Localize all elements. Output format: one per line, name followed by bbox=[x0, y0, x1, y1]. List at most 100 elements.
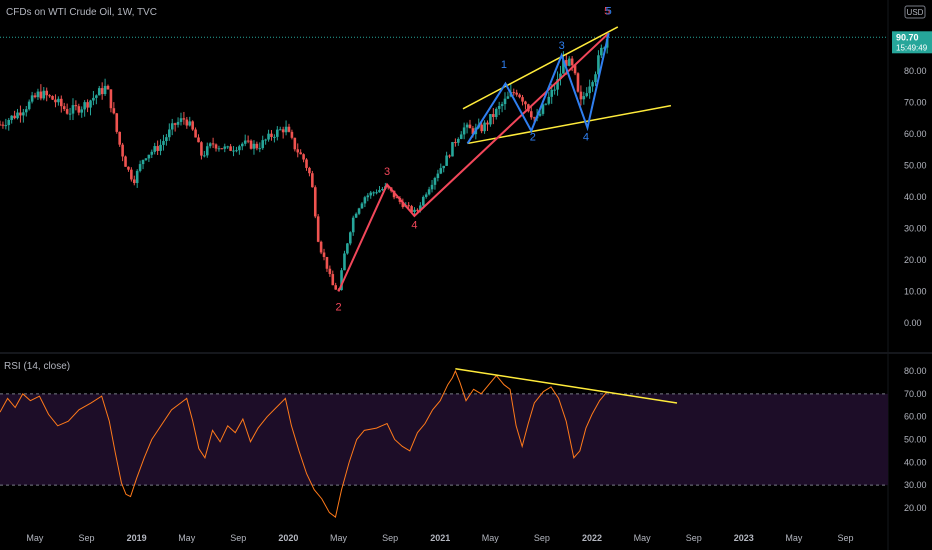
candle-body bbox=[62, 106, 66, 110]
price-axis-tick: 70.00 bbox=[904, 98, 927, 108]
rsi-trendline[interactable] bbox=[455, 367, 678, 404]
candle-body bbox=[602, 47, 606, 49]
candle-body bbox=[366, 195, 370, 198]
candle-body bbox=[258, 148, 262, 150]
channel-lower-line[interactable] bbox=[467, 104, 672, 145]
candle-body bbox=[494, 108, 498, 117]
candle-body bbox=[188, 121, 192, 126]
candle-body bbox=[448, 155, 451, 157]
candle-body bbox=[276, 129, 279, 137]
candle-body bbox=[419, 205, 422, 211]
candle-body bbox=[10, 115, 13, 120]
candle-body bbox=[194, 129, 197, 138]
candle-body bbox=[457, 138, 460, 143]
candle-body bbox=[74, 105, 78, 107]
currency-button[interactable]: USD bbox=[904, 5, 926, 19]
candle-body bbox=[130, 169, 133, 180]
candle-body bbox=[445, 155, 448, 166]
candle-body bbox=[170, 123, 174, 130]
price-axis-tick: 0.00 bbox=[904, 318, 922, 328]
candle-body bbox=[30, 95, 34, 102]
candle-body bbox=[600, 47, 603, 56]
candle-body bbox=[211, 143, 215, 145]
wave-path-blue[interactable] bbox=[466, 32, 610, 144]
candle-body bbox=[395, 197, 399, 199]
wave-path-red[interactable] bbox=[337, 32, 610, 292]
rsi-axis-tick: 50.00 bbox=[904, 435, 927, 445]
candle-body bbox=[89, 100, 92, 108]
candle-body bbox=[372, 192, 375, 194]
candle-body bbox=[497, 106, 501, 109]
candle-body bbox=[173, 123, 177, 125]
time-axis-tick: May bbox=[178, 533, 196, 543]
candle-body bbox=[348, 232, 352, 244]
candle-body bbox=[424, 194, 428, 197]
bar-countdown: 15:49:49 bbox=[896, 43, 928, 52]
candle-body bbox=[541, 104, 545, 114]
price-axis-tick: 20.00 bbox=[904, 255, 927, 265]
candle-body bbox=[182, 118, 186, 120]
candle-body bbox=[594, 74, 597, 83]
candle-body bbox=[92, 97, 95, 101]
candle-body bbox=[217, 148, 221, 150]
candle-body bbox=[483, 122, 486, 132]
candle-body bbox=[115, 113, 119, 132]
candle-body bbox=[1, 124, 5, 126]
candle-body bbox=[547, 96, 551, 104]
candle-body bbox=[351, 217, 355, 233]
candle-body bbox=[500, 104, 504, 107]
candle-body bbox=[305, 159, 308, 168]
candle-body bbox=[518, 94, 521, 98]
candle-body bbox=[176, 121, 180, 125]
currency-box[interactable] bbox=[904, 5, 926, 19]
candle-body bbox=[401, 201, 405, 207]
candle-body bbox=[45, 90, 49, 96]
candle-body bbox=[223, 146, 227, 149]
wave-label-red: 5 bbox=[604, 5, 610, 17]
candle-body bbox=[191, 121, 194, 130]
time-axis-tick: Sep bbox=[534, 533, 550, 543]
candle-body bbox=[325, 256, 329, 269]
candle-body bbox=[430, 184, 434, 190]
candle-body bbox=[39, 91, 43, 99]
candle-body bbox=[515, 92, 518, 95]
candle-body bbox=[135, 170, 139, 184]
candle-body bbox=[529, 111, 533, 118]
rsi-axis-tick: 60.00 bbox=[904, 412, 927, 422]
currency-label: USD bbox=[907, 8, 924, 17]
candle-body bbox=[208, 143, 212, 147]
candle-body bbox=[264, 139, 267, 141]
candle-body bbox=[471, 128, 475, 135]
candle-body bbox=[159, 144, 162, 151]
candle-body bbox=[77, 106, 81, 113]
candle-body bbox=[556, 79, 559, 90]
candle-body bbox=[299, 152, 302, 155]
candle-body bbox=[270, 133, 273, 137]
candle-body bbox=[573, 65, 577, 74]
last-price-badge-bg bbox=[892, 31, 932, 54]
candle-body bbox=[308, 167, 311, 174]
candle-body bbox=[585, 93, 589, 97]
candle-body bbox=[442, 165, 446, 169]
candle-body bbox=[132, 179, 136, 184]
candle-body bbox=[141, 159, 145, 165]
candle-body bbox=[95, 95, 98, 98]
candle-body bbox=[109, 89, 113, 109]
candle-body bbox=[48, 95, 51, 97]
channel-upper-line[interactable] bbox=[462, 26, 619, 110]
candle-body bbox=[156, 146, 159, 151]
candle-body bbox=[334, 285, 338, 290]
candle-body bbox=[582, 96, 586, 100]
candle-body bbox=[296, 149, 300, 153]
rsi-axis-tick: 40.00 bbox=[904, 457, 927, 467]
time-axis-tick: Sep bbox=[686, 533, 702, 543]
candle-body bbox=[328, 268, 332, 275]
candle-body bbox=[302, 154, 305, 160]
candle-body bbox=[416, 209, 419, 211]
candle-body bbox=[322, 252, 326, 257]
time-axis-tick: May bbox=[330, 533, 348, 543]
wave-label-blue: 3 bbox=[559, 40, 565, 52]
